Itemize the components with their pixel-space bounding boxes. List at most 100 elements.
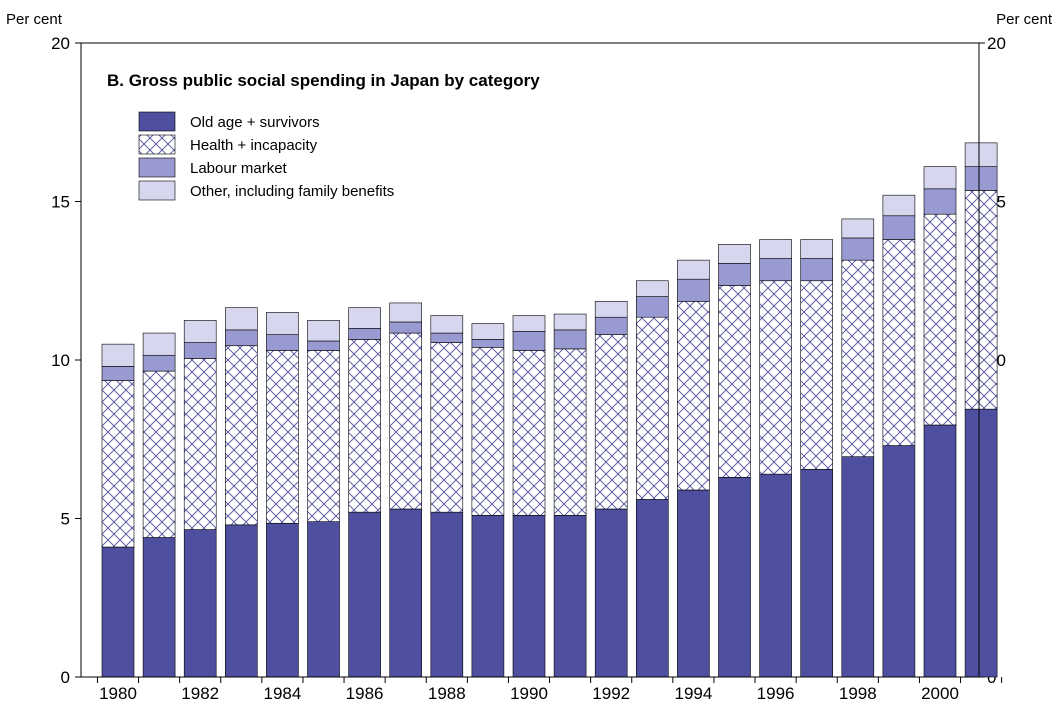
bar-segment-1982-series-2 bbox=[183, 342, 217, 359]
bar-segment-1990-series-3 bbox=[512, 315, 546, 332]
bar-segment-1993-series-3 bbox=[635, 280, 669, 297]
y-tick-label-left: 20 bbox=[51, 34, 70, 53]
bar-segment-1997-series-3 bbox=[800, 239, 834, 259]
bar-segment-1982-series-0 bbox=[183, 529, 217, 678]
bar-segment-1980-series-0 bbox=[101, 546, 135, 678]
bar-segment-1989-series-2 bbox=[471, 339, 505, 348]
bar-segment-1992-series-2 bbox=[594, 316, 628, 335]
legend-swatch-series-1 bbox=[138, 134, 176, 155]
bar-segment-1998-series-0 bbox=[841, 456, 875, 678]
bar-segment-1999-series-2 bbox=[882, 215, 916, 240]
bar-segment-1985-series-0 bbox=[307, 521, 340, 678]
bar-segment-1999-series-1 bbox=[882, 239, 916, 446]
legend-swatch-series-2 bbox=[138, 157, 176, 178]
bar-segment-1997-series-0 bbox=[800, 469, 834, 678]
bar-segment-1993-series-1 bbox=[635, 316, 669, 500]
bar-segment-1982-series-3 bbox=[183, 320, 217, 343]
x-tick-label-1982: 1982 bbox=[181, 684, 219, 703]
bar-segment-1991-series-0 bbox=[553, 515, 587, 678]
legend: Old age + survivors Health + incapacity La… bbox=[138, 111, 394, 201]
bar-segment-1990-series-1 bbox=[512, 350, 546, 516]
x-tick-label-1980: 1980 bbox=[99, 684, 137, 703]
bar-segment-1987-series-2 bbox=[389, 321, 423, 334]
bar-segment-2000-series-2 bbox=[923, 188, 957, 215]
bar-segment-1997-series-2 bbox=[800, 258, 834, 282]
bar-segment-1991-series-1 bbox=[553, 348, 587, 516]
x-tick-label-1994: 1994 bbox=[674, 684, 712, 703]
bar-segment-1998-series-3 bbox=[841, 218, 875, 239]
bar-segment-2000-series-1 bbox=[923, 213, 957, 426]
bar-segment-1996-series-1 bbox=[759, 280, 792, 475]
bar-segment-1993-series-0 bbox=[635, 499, 669, 678]
bar-segment-1990-series-2 bbox=[512, 331, 546, 351]
bar-segment-1987-series-0 bbox=[389, 508, 423, 678]
bar-segment-1984-series-3 bbox=[266, 312, 299, 335]
legend-label-series-2: Labour market bbox=[190, 160, 288, 177]
legend-label-series-1: Health + incapacity bbox=[190, 137, 318, 154]
y-tick-label-left: 0 bbox=[61, 668, 70, 687]
bar-segment-1981-series-3 bbox=[142, 332, 176, 356]
x-tick-label-1986: 1986 bbox=[346, 684, 384, 703]
bar-segment-1998-series-1 bbox=[841, 259, 875, 457]
bar-segment-1993-series-2 bbox=[635, 296, 669, 318]
bar-segment-1990-series-0 bbox=[512, 515, 546, 678]
bar-segment-1996-series-2 bbox=[759, 258, 792, 282]
bars bbox=[101, 142, 998, 678]
bar-segment-1994-series-2 bbox=[677, 278, 710, 302]
legend-label-series-3: Other, including family benefits bbox=[190, 183, 394, 200]
bar-segment-1992-series-1 bbox=[594, 334, 628, 510]
plot-frame bbox=[80, 42, 980, 678]
bar-segment-1986-series-1 bbox=[348, 339, 381, 513]
y-tick-label-left: 10 bbox=[51, 351, 70, 370]
bar-segment-1984-series-2 bbox=[266, 334, 299, 351]
bar-segment-1988-series-0 bbox=[430, 511, 464, 678]
legend-label-series-0: Old age + survivors bbox=[190, 114, 320, 131]
bar-segment-1997-series-1 bbox=[800, 280, 834, 470]
bar-segment-2001-series-3 bbox=[964, 142, 998, 167]
bar-segment-1991-series-2 bbox=[553, 329, 587, 350]
legend-swatch-series-3 bbox=[138, 180, 176, 201]
bar-segment-1994-series-0 bbox=[677, 489, 710, 678]
bar-segment-1995-series-3 bbox=[718, 243, 751, 264]
bar-segment-1982-series-1 bbox=[183, 358, 217, 530]
bar-segment-1996-series-3 bbox=[759, 239, 792, 259]
bar-segment-1991-series-3 bbox=[553, 313, 587, 331]
legend-swatch-series-0 bbox=[138, 111, 176, 132]
bar-segment-1984-series-1 bbox=[266, 350, 299, 524]
chart-title: B. Gross public social spending in Japan… bbox=[107, 71, 540, 90]
x-tick-label-2000: 2000 bbox=[921, 684, 959, 703]
bar-segment-1985-series-1 bbox=[307, 350, 340, 522]
x-tick-label-1992: 1992 bbox=[592, 684, 630, 703]
bar-segment-1989-series-3 bbox=[471, 323, 505, 340]
y-tick-label-right: 0 bbox=[987, 668, 996, 687]
bar-segment-1999-series-0 bbox=[882, 445, 916, 678]
y-axis-unit-left: Per cent bbox=[6, 11, 63, 28]
bar-segment-1998-series-2 bbox=[841, 237, 875, 261]
bar-segment-2001-series-1 bbox=[964, 190, 998, 410]
x-axis-ticks: 1980 1982 1984 1986 1988 1990 1992 1994 1996 1998… bbox=[96, 677, 1003, 703]
bar-segment-1995-series-2 bbox=[718, 263, 751, 286]
bar-segment-1999-series-3 bbox=[882, 194, 916, 217]
bar-segment-1988-series-1 bbox=[430, 342, 464, 513]
bar-segment-1994-series-1 bbox=[677, 301, 710, 491]
bar-segment-1985-series-2 bbox=[307, 340, 340, 351]
bar-segment-1986-series-0 bbox=[348, 511, 381, 678]
bar-segment-1988-series-2 bbox=[430, 332, 464, 343]
bar-segment-1983-series-3 bbox=[225, 307, 258, 331]
y-axis-unit-right: Per cent bbox=[996, 11, 1053, 28]
bar-segment-1987-series-3 bbox=[389, 302, 423, 323]
x-tick-label-1988: 1988 bbox=[428, 684, 466, 703]
bar-segment-1985-series-3 bbox=[307, 320, 340, 342]
bar-segment-2000-series-3 bbox=[923, 166, 957, 190]
y-tick-label-right: 20 bbox=[987, 34, 1006, 53]
bar-segment-1983-series-0 bbox=[225, 524, 258, 678]
bar-segment-1980-series-3 bbox=[101, 343, 135, 367]
bar-segment-1980-series-1 bbox=[101, 380, 135, 548]
bar-segment-1981-series-1 bbox=[142, 370, 176, 538]
x-tick-label-1990: 1990 bbox=[510, 684, 548, 703]
y-tick-label-left: 5 bbox=[61, 510, 70, 529]
y-tick-label-left: 15 bbox=[51, 193, 70, 212]
bar-segment-1992-series-3 bbox=[594, 301, 628, 318]
bar-segment-1989-series-1 bbox=[471, 347, 505, 516]
